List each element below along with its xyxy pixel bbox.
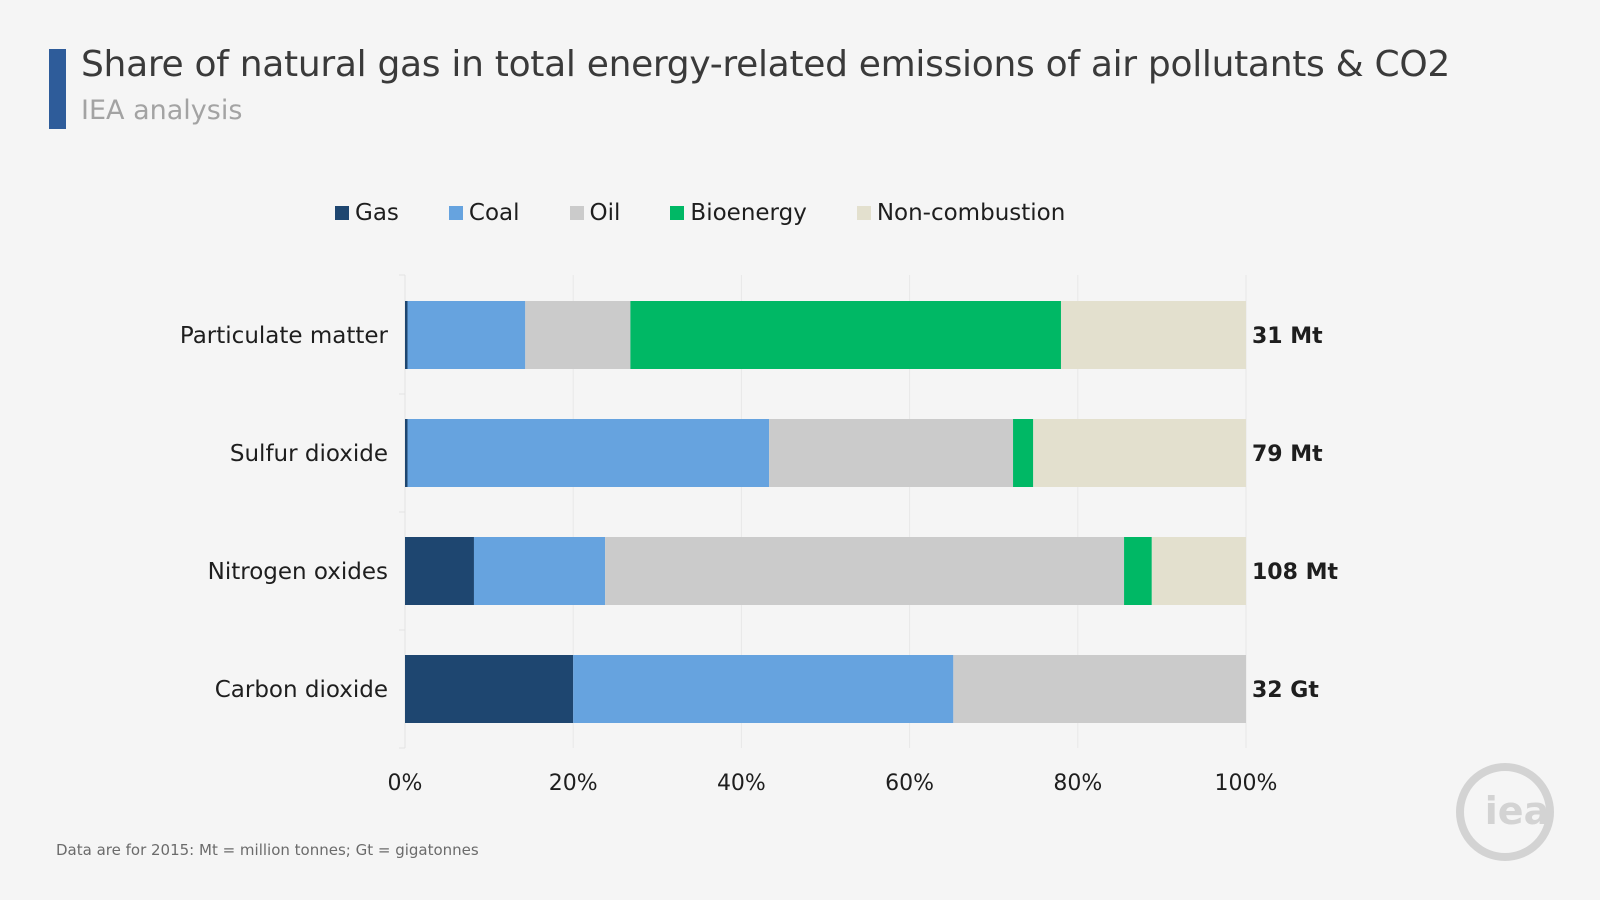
bar-segment-oil — [769, 419, 1014, 487]
bar-segment-oil — [525, 301, 631, 369]
chart-subtitle: IEA analysis — [81, 95, 243, 126]
legend-item-gas: Gas — [335, 200, 399, 226]
x-tick-label: 0% — [388, 771, 423, 796]
bar-segment-coal — [573, 655, 954, 723]
bar-segment-coal — [407, 419, 770, 487]
legend-item-oil: Oil — [569, 200, 621, 226]
bar-segment-bioenergy — [1013, 419, 1034, 487]
total-label: 79 Mt — [1252, 442, 1323, 467]
bar-segment-non-combustion — [1033, 419, 1246, 487]
category-label: Nitrogen oxides — [208, 559, 388, 585]
iea-logo-text: iea — [1485, 789, 1549, 833]
x-tick-label: 20% — [549, 771, 598, 796]
bar-segment-coal — [473, 537, 606, 605]
chart-legend: Gas Coal Oil Bioenergy Non-combustion — [335, 198, 1065, 228]
bar-segment-gas — [405, 537, 474, 605]
legend-swatch — [335, 206, 349, 220]
footnote: Data are for 2015: Mt = million tonnes; … — [56, 841, 479, 859]
legend-label: Coal — [468, 200, 520, 226]
iea-logo: iea — [1456, 763, 1554, 861]
chart-title: Share of natural gas in total energy-rel… — [81, 44, 1451, 85]
legend-label: Bioenergy — [690, 200, 807, 226]
bar-segment-gas — [405, 419, 408, 487]
legend-swatch — [448, 206, 463, 220]
legend-item-coal: Coal — [448, 200, 520, 226]
legend-label: Gas — [355, 200, 399, 226]
bar-segment-gas — [405, 655, 574, 723]
x-tick-label: 40% — [717, 771, 766, 796]
legend-item-bioenergy: Bioenergy — [670, 200, 807, 226]
bar-segment-non-combustion — [1151, 537, 1246, 605]
total-label: 108 Mt — [1252, 560, 1338, 585]
legend-item-non-combustion: Non-combustion — [856, 200, 1066, 226]
bar-segment-bioenergy — [630, 301, 1061, 369]
x-tick-label: 100% — [1215, 771, 1278, 796]
bar-segment-gas — [405, 301, 408, 369]
legend-label: Non-combustion — [876, 200, 1066, 226]
bar-segment-oil — [605, 537, 1125, 605]
legend-swatch — [569, 206, 584, 220]
category-label: Sulfur dioxide — [230, 441, 388, 467]
bar-segment-coal — [407, 301, 526, 369]
x-tick-label: 60% — [885, 771, 934, 796]
legend-label: Oil — [589, 200, 621, 226]
total-label: 32 Gt — [1252, 678, 1319, 703]
x-tick-label: 80% — [1053, 771, 1102, 796]
category-label: Particulate matter — [180, 323, 389, 349]
legend-swatch — [856, 206, 871, 220]
bar-segment-bioenergy — [1124, 537, 1152, 605]
total-label: 31 Mt — [1252, 324, 1323, 349]
legend-swatch — [670, 206, 685, 220]
title-accent-bar — [49, 49, 66, 129]
iea-logo-ring — [1456, 763, 1554, 861]
bar-segment-non-combustion — [1060, 301, 1246, 369]
bar-segment-oil — [953, 655, 1246, 723]
category-label: Carbon dioxide — [215, 677, 388, 703]
